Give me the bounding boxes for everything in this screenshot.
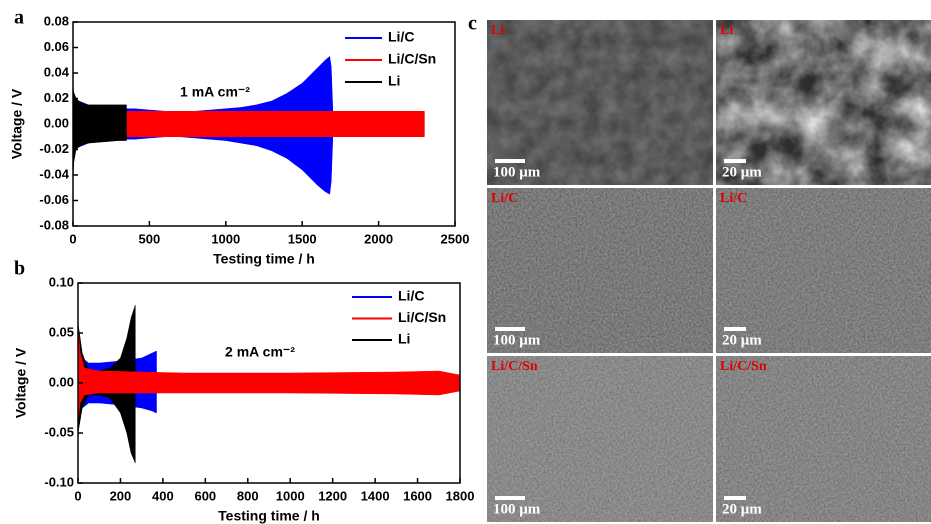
scale-bar xyxy=(724,496,746,500)
y-tick-label: -0.06 xyxy=(39,192,69,207)
sem-label: Li xyxy=(720,23,733,38)
y-tick-label: -0.05 xyxy=(44,424,74,439)
scale-bar xyxy=(495,327,525,331)
y-tick-label: -0.08 xyxy=(39,217,69,232)
x-tick-label: 1400 xyxy=(361,488,390,503)
y-tick-label: 0.00 xyxy=(49,374,74,389)
annotation: 1 mA cm⁻² xyxy=(180,84,250,100)
panel-label: b xyxy=(14,258,25,280)
sem-texture xyxy=(716,188,931,353)
scale-bar xyxy=(724,159,746,163)
x-tick-label: 2500 xyxy=(441,231,470,246)
y-tick-label: -0.02 xyxy=(39,141,69,156)
y-tick-label: 0.05 xyxy=(49,324,74,339)
panel-label: a xyxy=(14,7,24,29)
sem-texture xyxy=(487,188,713,353)
scale-label: 100 μm xyxy=(493,332,541,348)
sem-texture xyxy=(487,356,713,522)
sem-label: Li/C/Sn xyxy=(720,359,767,374)
legend-label: Li/C/Sn xyxy=(398,309,446,325)
sem-label: Li/C/Sn xyxy=(491,359,538,374)
x-tick-label: 600 xyxy=(194,488,216,503)
x-tick-label: 0 xyxy=(69,231,76,246)
sem-texture xyxy=(487,20,713,185)
sem-texture xyxy=(716,20,931,185)
scale-label: 20 μm xyxy=(722,332,762,348)
sem-image: Li/C 20 μm xyxy=(716,188,931,353)
legend-label: Li xyxy=(388,73,400,89)
x-tick-label: 200 xyxy=(110,488,132,503)
x-tick-label: 1200 xyxy=(318,488,347,503)
scale-label: 100 μm xyxy=(493,501,541,517)
panel-label: c xyxy=(468,13,477,35)
y-tick-label: 0.08 xyxy=(44,13,69,28)
sem-image: Li 100 μm xyxy=(487,20,713,185)
x-tick-label: 1000 xyxy=(276,488,305,503)
annotation: 2 mA cm⁻² xyxy=(225,344,295,360)
x-tick-label: 400 xyxy=(152,488,174,503)
voltage-band xyxy=(72,85,127,176)
x-tick-label: 500 xyxy=(139,231,161,246)
y-axis-label: Voltage / V xyxy=(9,88,25,159)
scale-bar xyxy=(495,496,525,500)
x-tick-label: 2000 xyxy=(364,231,393,246)
y-axis-label: Voltage / V xyxy=(13,347,29,418)
sem-image: Li/C/Sn 20 μm xyxy=(716,356,931,522)
sem-image: Li/C 100 μm xyxy=(487,188,713,353)
scale-bar xyxy=(495,159,525,163)
legend-label: Li/C xyxy=(398,288,424,304)
x-tick-label: 1600 xyxy=(403,488,432,503)
sem-label: Li/C xyxy=(491,191,518,206)
x-tick-label: 1800 xyxy=(446,488,475,503)
legend-label: Li xyxy=(398,331,410,347)
y-tick-label: -0.04 xyxy=(39,166,69,181)
legend-label: Li/C xyxy=(388,29,414,45)
sem-image: Li/C/Sn 100 μm xyxy=(487,356,713,522)
sem-label: Li/C xyxy=(720,191,747,206)
scale-bar xyxy=(724,327,746,331)
y-tick-label: 0.04 xyxy=(44,64,70,79)
scale-label: 20 μm xyxy=(722,501,762,517)
y-tick-label: 0.10 xyxy=(49,274,74,289)
x-tick-label: 1000 xyxy=(211,231,240,246)
legend-label: Li/C/Sn xyxy=(388,51,436,67)
sem-image: Li 20 μm xyxy=(716,20,931,185)
y-tick-label: 0.06 xyxy=(44,39,69,54)
scale-label: 100 μm xyxy=(493,164,541,180)
sem-label: Li xyxy=(491,23,504,38)
sem-texture xyxy=(716,356,931,522)
scale-label: 20 μm xyxy=(722,164,762,180)
x-axis-label: Testing time / h xyxy=(213,251,315,267)
y-tick-label: 0.02 xyxy=(44,90,69,105)
x-axis-label: Testing time / h xyxy=(218,508,320,524)
x-tick-label: 800 xyxy=(237,488,259,503)
x-tick-label: 1500 xyxy=(288,231,317,246)
y-tick-label: 0.00 xyxy=(44,115,69,130)
x-tick-label: 0 xyxy=(74,488,81,503)
y-tick-label: -0.10 xyxy=(44,474,74,489)
